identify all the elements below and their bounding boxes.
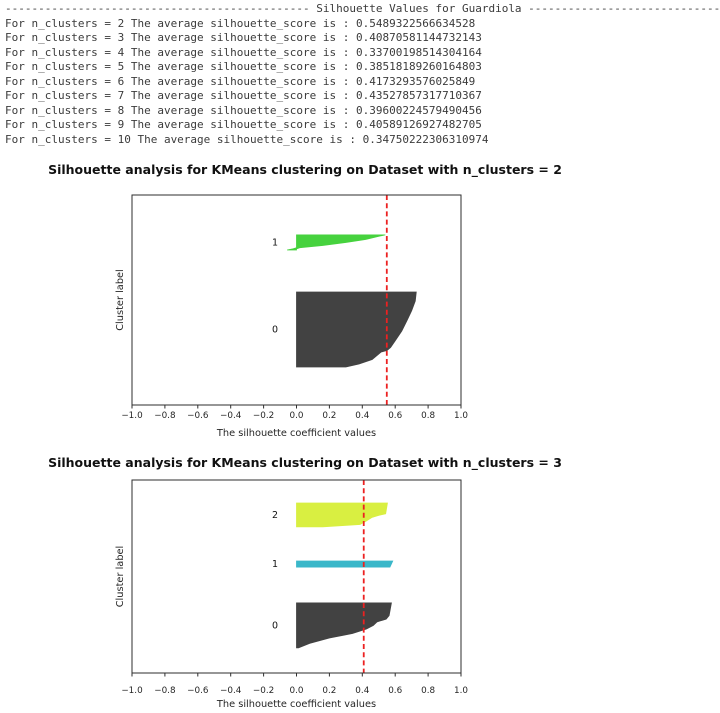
x-tick-label: 0.4 — [355, 411, 369, 421]
x-tick-label: −1.0 — [121, 411, 143, 421]
x-axis-label: The silhouette coefficient values — [216, 428, 376, 439]
chart-2-title: Silhouette analysis for KMeans clusterin… — [48, 455, 562, 470]
cluster-0-silhouette — [296, 291, 417, 368]
x-tick-label: −1.0 — [121, 686, 143, 696]
x-tick-label: 1.0 — [454, 411, 468, 421]
x-tick-label: −0.6 — [187, 686, 209, 696]
cluster-label: 0 — [272, 620, 278, 631]
console-line: For n_clusters = 9 The average silhouett… — [5, 118, 482, 131]
console-output: ----------------------------------------… — [5, 2, 720, 150]
cluster-label: 0 — [272, 325, 278, 336]
x-tick-label: 0.8 — [421, 686, 435, 696]
x-tick-label: −0.8 — [154, 411, 175, 421]
cluster-label: 2 — [272, 510, 278, 521]
x-tick-label: 0.4 — [355, 686, 369, 696]
x-tick-label: 0.2 — [322, 686, 336, 696]
chart-1-title: Silhouette analysis for KMeans clusterin… — [48, 162, 562, 177]
silhouette-chart-2: 2 1 0 −1.0 −0.8 −0.6 −0.4 −0.2 0.0 0.2 0.4 0.6 0.8 1.… — [115, 479, 468, 710]
x-tick-label: 1.0 — [454, 686, 468, 696]
x-tick-label: 0.2 — [322, 411, 336, 421]
console-line: For n_clusters = 8 The average silhouett… — [5, 103, 482, 117]
x-tick-label: −0.2 — [253, 411, 274, 421]
cluster-2-silhouette — [296, 502, 388, 528]
x-tick-label: 0.6 — [388, 411, 402, 421]
console-line: For n_clusters = 10 The average silhouet… — [5, 132, 489, 146]
console-line: For n_clusters = 6 The average silhouett… — [5, 74, 476, 88]
console-line: For n_clusters = 7 The average silhouett… — [5, 89, 482, 102]
cluster-label: 1 — [272, 559, 278, 570]
cluster-1-silhouette — [296, 560, 394, 568]
console-line: For n_clusters = 3 The average silhouett… — [5, 31, 482, 44]
silhouette-chart-1: 1 0 −1.0 −0.8 −0.6 −0.4 −0.2 0.0 0.2 0.4 0.6 0.8 1.0… — [115, 194, 468, 439]
console-line: ----------------------------------------… — [5, 2, 720, 15]
console-line: For n_clusters = 2 The average silhouett… — [5, 16, 476, 30]
cluster-label: 1 — [272, 237, 278, 248]
x-tick-label: −0.8 — [154, 686, 175, 696]
console-line: For n_clusters = 5 The average silhouett… — [5, 60, 482, 73]
x-tick-label: 0.0 — [290, 686, 304, 696]
x-tick-label: 0.8 — [421, 411, 435, 421]
y-axis-label: Cluster label — [115, 546, 126, 608]
y-axis-label: Cluster label — [115, 269, 126, 331]
cluster-1-silhouette — [287, 234, 386, 251]
x-tick-label: −0.2 — [253, 686, 274, 696]
x-axis-label: The silhouette coefficient values — [216, 699, 376, 710]
cluster-0-silhouette — [296, 602, 392, 649]
x-tick-label: 0.6 — [388, 686, 402, 696]
x-tick-label: −0.4 — [220, 686, 242, 696]
x-tick-label: −0.4 — [220, 411, 242, 421]
console-line: For n_clusters = 4 The average silhouett… — [5, 45, 482, 59]
x-tick-label: −0.6 — [187, 411, 209, 421]
x-tick-label: 0.0 — [290, 411, 304, 421]
